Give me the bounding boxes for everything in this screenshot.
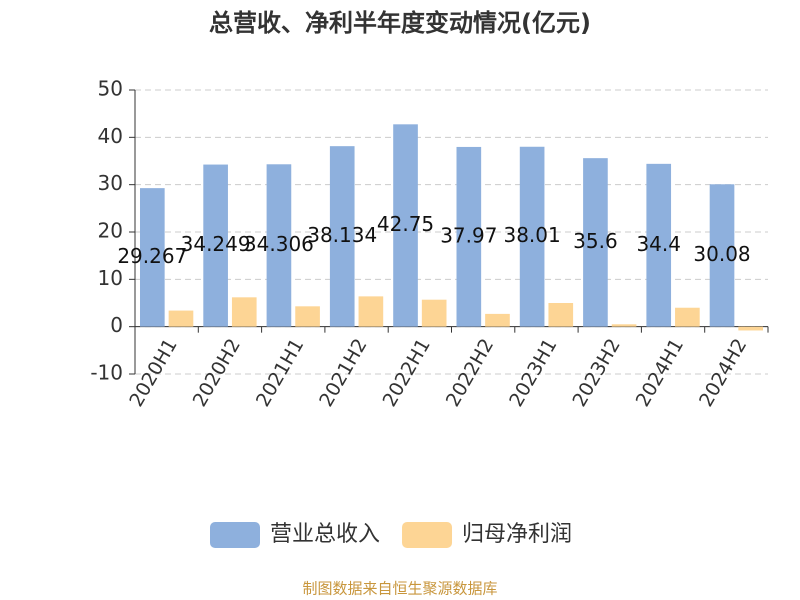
y-tick-label: 30 [98,171,123,195]
bar [519,146,545,327]
y-tick-label: 10 [98,266,123,290]
bar [231,297,257,327]
x-tick-label: 2021H2 [315,335,371,411]
x-tick-label: 2020H2 [189,335,245,411]
bar [709,184,735,327]
data-label: 35.6 [573,229,618,253]
y-tick-label: 0 [110,313,123,337]
x-tick-label: 2021H1 [252,335,308,411]
x-tick-label: 2022H1 [379,335,435,411]
bar [393,124,418,327]
bar [675,307,700,327]
bar [358,296,384,327]
x-tick-label: 2024H1 [632,335,688,411]
bar [583,158,608,327]
source-note: 制图数据来自恒生聚源数据库 [302,580,497,598]
legend-label: 营业总收入 [270,522,380,547]
data-label: 38.134 [307,223,377,247]
bar [738,326,763,331]
x-tick-label: 2023H2 [568,335,624,411]
bar [203,164,228,327]
bar [421,299,447,327]
legend-swatch [210,522,260,548]
bar [329,146,355,327]
data-label: 37.97 [440,223,497,247]
bar [485,313,510,327]
data-label: 34.4 [636,232,681,256]
bar [646,163,672,327]
legend-label: 归母净利润 [462,522,572,547]
data-label: 30.08 [693,242,750,266]
y-tick-label: 40 [98,124,123,148]
x-tick-label: 2024H2 [695,335,751,411]
y-tick-label: 20 [98,219,123,243]
bar [456,146,482,327]
chart-title: 总营收、净利半年度变动情况(亿元) [209,9,591,37]
x-tick-label: 2023H1 [505,335,561,411]
x-tick-label: 2020H1 [125,335,181,411]
data-label: 34.306 [244,232,314,256]
y-tick-label: -10 [90,361,123,385]
legend-swatch [402,522,453,548]
x-tick-label: 2022H2 [442,335,498,411]
bar [295,306,320,327]
y-tick-label: 50 [98,77,123,101]
data-label: 29.267 [117,244,187,268]
data-label: 42.75 [377,212,434,236]
bar [266,164,292,327]
bar [140,188,165,327]
bar [168,310,194,327]
data-label: 38.01 [503,223,560,247]
bar [611,324,637,327]
bar [548,303,574,327]
data-label: 34.249 [181,232,251,256]
